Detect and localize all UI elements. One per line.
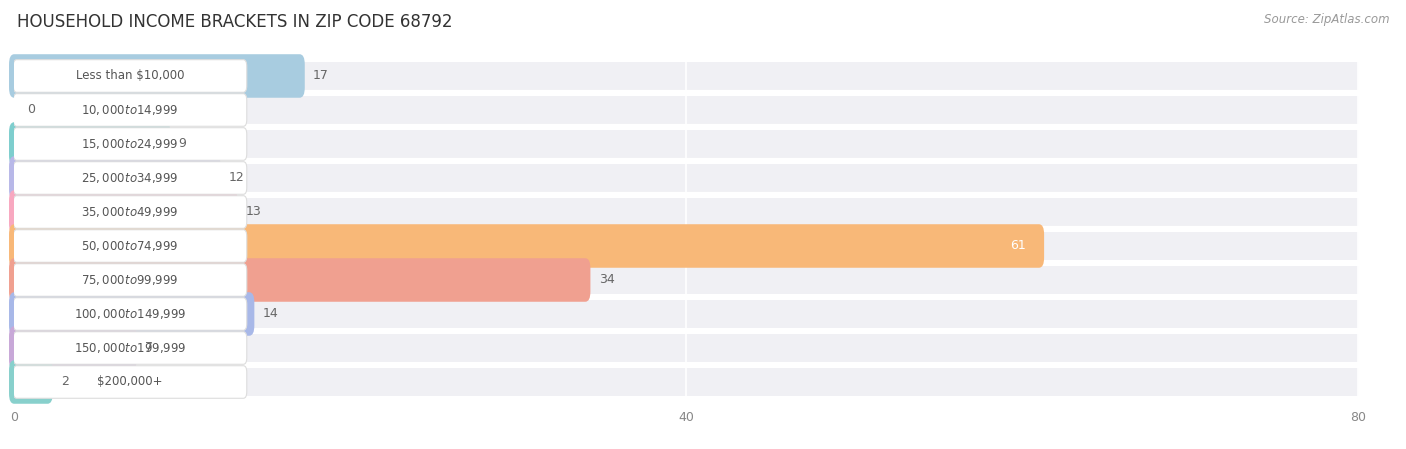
- Text: $50,000 to $74,999: $50,000 to $74,999: [82, 239, 179, 253]
- FancyBboxPatch shape: [13, 298, 247, 330]
- FancyBboxPatch shape: [13, 162, 247, 194]
- FancyBboxPatch shape: [8, 360, 52, 404]
- Text: 12: 12: [229, 172, 245, 185]
- Text: 17: 17: [314, 70, 329, 83]
- Text: $200,000+: $200,000+: [97, 375, 163, 388]
- FancyBboxPatch shape: [14, 164, 1358, 192]
- FancyBboxPatch shape: [13, 366, 247, 398]
- Text: 61: 61: [1010, 239, 1025, 252]
- Text: Source: ZipAtlas.com: Source: ZipAtlas.com: [1264, 13, 1389, 26]
- FancyBboxPatch shape: [13, 196, 247, 228]
- FancyBboxPatch shape: [8, 292, 254, 336]
- FancyBboxPatch shape: [14, 62, 1358, 90]
- FancyBboxPatch shape: [14, 300, 1358, 328]
- Text: 34: 34: [599, 273, 614, 286]
- FancyBboxPatch shape: [8, 224, 1045, 268]
- Text: HOUSEHOLD INCOME BRACKETS IN ZIP CODE 68792: HOUSEHOLD INCOME BRACKETS IN ZIP CODE 68…: [17, 13, 453, 31]
- Text: $10,000 to $14,999: $10,000 to $14,999: [82, 103, 179, 117]
- Text: $75,000 to $99,999: $75,000 to $99,999: [82, 273, 179, 287]
- FancyBboxPatch shape: [14, 334, 1358, 362]
- FancyBboxPatch shape: [8, 54, 305, 98]
- Text: 14: 14: [263, 308, 278, 321]
- Text: $25,000 to $34,999: $25,000 to $34,999: [82, 171, 179, 185]
- Text: 7: 7: [145, 342, 153, 355]
- Text: $15,000 to $24,999: $15,000 to $24,999: [82, 137, 179, 151]
- FancyBboxPatch shape: [14, 266, 1358, 294]
- FancyBboxPatch shape: [13, 332, 247, 364]
- Text: Less than $10,000: Less than $10,000: [76, 70, 184, 83]
- FancyBboxPatch shape: [13, 128, 247, 160]
- FancyBboxPatch shape: [8, 258, 591, 302]
- FancyBboxPatch shape: [14, 198, 1358, 226]
- FancyBboxPatch shape: [14, 368, 1358, 396]
- Text: 2: 2: [60, 375, 69, 388]
- Text: $150,000 to $199,999: $150,000 to $199,999: [73, 341, 186, 355]
- FancyBboxPatch shape: [8, 122, 170, 166]
- FancyBboxPatch shape: [13, 60, 247, 92]
- Text: $100,000 to $149,999: $100,000 to $149,999: [73, 307, 186, 321]
- FancyBboxPatch shape: [14, 96, 1358, 124]
- Text: 0: 0: [28, 103, 35, 116]
- FancyBboxPatch shape: [14, 130, 1358, 158]
- FancyBboxPatch shape: [13, 94, 247, 126]
- FancyBboxPatch shape: [13, 264, 247, 296]
- FancyBboxPatch shape: [8, 326, 136, 370]
- Text: 13: 13: [246, 206, 262, 219]
- FancyBboxPatch shape: [8, 190, 238, 234]
- FancyBboxPatch shape: [13, 230, 247, 262]
- Text: 9: 9: [179, 137, 187, 150]
- FancyBboxPatch shape: [8, 156, 221, 200]
- Text: $35,000 to $49,999: $35,000 to $49,999: [82, 205, 179, 219]
- FancyBboxPatch shape: [14, 232, 1358, 260]
